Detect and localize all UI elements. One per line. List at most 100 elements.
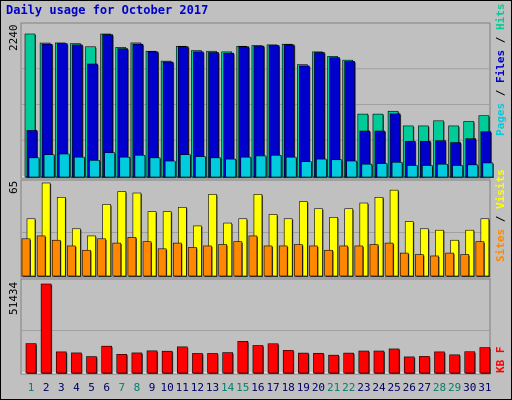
bar-pages	[467, 164, 479, 178]
x-tick-label: 14	[221, 381, 235, 394]
bar-kb	[358, 350, 370, 374]
x-tick-label: 7	[118, 381, 125, 394]
bar-kb	[434, 351, 445, 374]
bar-sites	[278, 245, 288, 277]
x-tick-label: 3	[58, 381, 65, 394]
bar-pages	[376, 163, 388, 178]
bar-pages	[422, 165, 433, 178]
bar-kb	[298, 352, 309, 374]
y-max-label: 65	[7, 181, 20, 194]
bar-sites	[263, 245, 273, 277]
bar-sites	[294, 244, 303, 277]
bar-sites	[127, 237, 137, 277]
x-tick-label: 21	[327, 381, 340, 394]
x-tick-label: 16	[251, 381, 264, 394]
bar-pages	[179, 154, 191, 178]
bar-sites	[67, 245, 76, 277]
bar-pages	[164, 160, 176, 178]
bar-kb	[313, 352, 324, 374]
x-tick-label: 8	[134, 381, 141, 394]
bar-sites	[248, 235, 258, 277]
bar-pages	[255, 155, 267, 178]
bar-pages	[361, 163, 373, 178]
bar-files	[87, 63, 98, 178]
bar-pages	[210, 157, 221, 178]
x-tick-label: 9	[149, 381, 156, 394]
bar-pages	[482, 162, 494, 178]
bar-files	[299, 65, 310, 178]
x-tick-label: 12	[191, 381, 204, 394]
x-tick-label: 18	[282, 381, 295, 394]
bar-kb	[71, 352, 82, 374]
x-tick-label: 20	[312, 381, 325, 394]
x-tick-label: 29	[448, 381, 461, 394]
x-tick-label: 31	[478, 381, 491, 394]
bar-pages	[74, 156, 85, 178]
bar-kb	[116, 354, 128, 374]
bar-kb	[479, 347, 491, 374]
bar-sites	[36, 235, 46, 277]
bar-pages	[119, 156, 131, 178]
bar-pages	[437, 163, 448, 178]
bar-sites	[218, 244, 227, 277]
x-tick-label: 25	[387, 381, 400, 394]
bar-kb	[146, 350, 158, 374]
x-tick-label: 6	[103, 381, 110, 394]
x-tick-label: 5	[88, 381, 95, 394]
bar-pages	[240, 156, 252, 178]
bar-files	[314, 52, 325, 178]
bar-pages	[301, 161, 312, 178]
bar-kb	[237, 341, 249, 374]
bar-kb	[161, 350, 173, 374]
bar-kb	[449, 354, 460, 374]
x-tick-label: 10	[161, 381, 174, 394]
bar-sites	[82, 249, 91, 277]
bar-kb	[176, 346, 188, 374]
bar-pages	[89, 160, 100, 178]
bar-sites	[354, 245, 364, 277]
x-tick-label: 19	[297, 381, 310, 394]
bar-sites	[142, 241, 152, 277]
bar-pages	[43, 154, 55, 178]
bar-sites	[21, 238, 31, 277]
bar-kb	[131, 352, 143, 374]
bar-kb	[55, 351, 67, 374]
x-tick-label: 28	[433, 381, 446, 394]
bar-sites	[97, 238, 106, 277]
bar-sites	[309, 245, 318, 277]
bar-sites	[188, 247, 197, 277]
x-tick-label: 17	[266, 381, 279, 394]
bar-pages	[28, 157, 40, 178]
x-tick-label: 26	[403, 381, 416, 394]
x-tick-label: 13	[206, 381, 219, 394]
bar-pages	[195, 156, 206, 178]
x-tick-label: 27	[418, 381, 431, 394]
bar-sites	[384, 242, 394, 277]
bar-kb	[207, 353, 218, 374]
bar-kb	[282, 350, 294, 374]
bar-kb	[403, 356, 415, 374]
bar-files	[223, 52, 234, 178]
x-tick-label: 30	[463, 381, 476, 394]
legend-bottom: KB F	[494, 347, 507, 374]
bar-sites	[233, 241, 243, 277]
y-max-label: 51434	[7, 282, 20, 315]
x-tick-label: 2	[43, 381, 50, 394]
bar-files	[344, 61, 356, 178]
bar-pages	[406, 165, 418, 178]
bar-kb	[388, 348, 400, 374]
x-tick-label: 24	[372, 381, 386, 394]
bar-sites	[369, 244, 379, 277]
bar-sites	[324, 249, 333, 277]
bar-sites	[460, 254, 470, 277]
bar-kb	[343, 352, 355, 374]
bar-files	[329, 57, 340, 178]
bar-kb	[222, 352, 233, 374]
bar-kb	[86, 356, 97, 374]
bar-kb	[419, 356, 430, 374]
bar-sites	[399, 252, 409, 277]
bar-pages	[331, 159, 342, 178]
bar-kb	[464, 351, 476, 374]
bar-sites	[51, 239, 61, 277]
